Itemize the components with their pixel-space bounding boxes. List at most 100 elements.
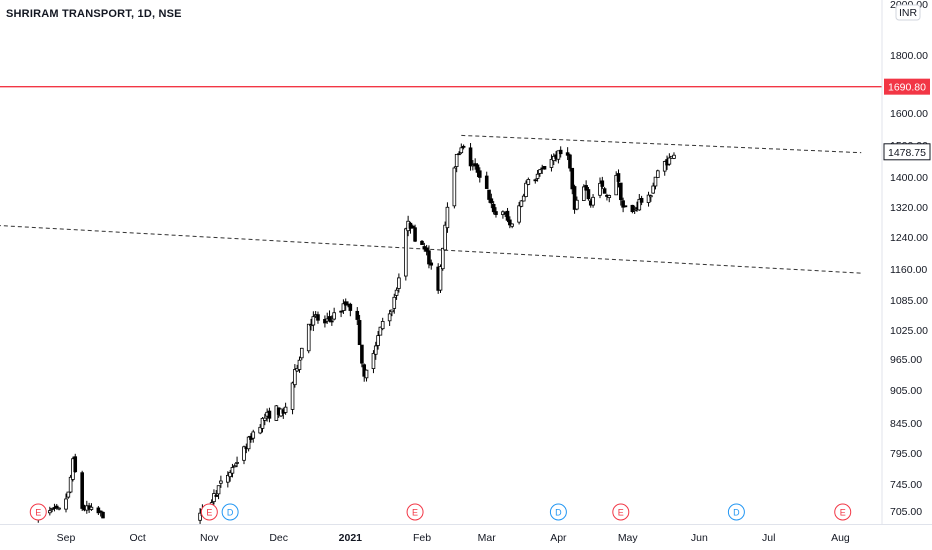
candle-body [655, 170, 660, 178]
candle-body [556, 150, 561, 160]
y-tick-label: 965.00 [890, 354, 922, 366]
x-tick-label: May [618, 532, 639, 544]
event-label: D [555, 508, 562, 518]
x-tick-label: Nov [200, 532, 219, 544]
candle-body [260, 417, 265, 429]
candle-body [64, 498, 68, 510]
candle-body [542, 166, 547, 170]
candle-body [216, 485, 221, 495]
candle-body [48, 510, 52, 514]
candle-body [360, 344, 364, 364]
candle-body [651, 185, 655, 194]
candle-body [251, 431, 256, 439]
candle-body [526, 179, 531, 185]
candle-body [371, 353, 376, 369]
candle-body [330, 320, 334, 323]
price-label-text: 1690.80 [888, 82, 926, 94]
candle-body [57, 507, 61, 510]
trendlines [0, 86, 882, 274]
candle-body [327, 316, 332, 321]
event-badge [200, 503, 218, 521]
y-tick-label: 1085.00 [890, 295, 928, 307]
candle-body [424, 247, 429, 252]
candle-body [533, 179, 538, 182]
candle-body [572, 186, 577, 210]
candle-body [477, 170, 482, 178]
candle-body [614, 174, 618, 196]
price-label-text: 1478.75 [888, 147, 926, 159]
candles [34, 143, 676, 524]
candle-body [394, 289, 399, 296]
candle-body [404, 228, 408, 277]
y-tick-label: 1240.00 [890, 232, 928, 244]
candle-body [258, 426, 262, 434]
x-tick-label: Feb [413, 532, 431, 544]
candle-body [380, 321, 385, 330]
candle-body [226, 474, 230, 483]
candle-body [459, 147, 464, 154]
chart-title: SHRIRAM TRANSPORT, 1D, NSE [6, 8, 182, 20]
event-badge [29, 503, 47, 521]
candle-body [549, 159, 554, 168]
candle-body [646, 194, 651, 203]
candle-body [584, 185, 588, 191]
candle-body [452, 167, 457, 207]
x-tick-label: Mar [478, 532, 497, 544]
time-axis[interactable]: Sep Oct Nov Dec 2021 Feb Mar Apr May Jun Jul Aug [57, 532, 850, 544]
event-badge [406, 503, 424, 521]
candle-body [387, 313, 392, 322]
dividend-marker: D [549, 503, 567, 521]
event-label: D [733, 508, 740, 518]
x-tick-label: Apr [550, 532, 567, 544]
candle-body [558, 149, 563, 155]
candle-body [263, 417, 267, 421]
candle-body [494, 211, 498, 215]
price-label-box [884, 78, 930, 95]
candle-body [454, 153, 459, 167]
candle-body [623, 205, 628, 208]
candle-body [510, 223, 514, 227]
event-label: E [35, 508, 41, 518]
candle-body [427, 250, 431, 265]
x-tick-label: Aug [831, 532, 850, 544]
candle-body [293, 369, 297, 386]
candle-body [570, 167, 575, 190]
candle-body [429, 262, 434, 266]
candle-body [68, 476, 73, 493]
candle-body [348, 303, 353, 311]
candle-body [505, 210, 510, 221]
candle-body [441, 247, 445, 270]
candle-body [98, 510, 103, 513]
candle-body [54, 505, 59, 509]
y-tick-label: 1600.00 [890, 108, 928, 120]
price-axis[interactable]: 705.00 745.00 795.00 845.00 905.00 965.00 1025… [883, 0, 931, 518]
earnings-marker: E [29, 503, 47, 521]
candle-body [475, 164, 480, 173]
earnings-marker: E [834, 503, 852, 521]
candle-body [637, 198, 642, 211]
candle-body [232, 465, 237, 468]
candle-body [607, 195, 612, 198]
x-tick-label: Oct [129, 532, 145, 544]
candle-body [461, 145, 466, 148]
candle-body [538, 169, 542, 174]
candle-body [575, 199, 579, 210]
candle-body [378, 326, 383, 336]
candle-body [299, 347, 304, 359]
candle-body [267, 410, 272, 419]
candle-body [397, 277, 401, 289]
currency-label[interactable]: INR [895, 4, 921, 21]
candle-body [519, 200, 524, 207]
candle-body [219, 480, 223, 484]
candle-body [489, 198, 494, 204]
event-badge [549, 503, 567, 521]
x-tick-label: Sep [57, 532, 76, 544]
candle-body [343, 301, 348, 306]
candle-body [632, 209, 637, 212]
candle-body [357, 320, 362, 346]
x-tick-label: Jun [691, 532, 708, 544]
candle-body [96, 507, 101, 514]
x-tick-label: Jul [762, 532, 775, 544]
